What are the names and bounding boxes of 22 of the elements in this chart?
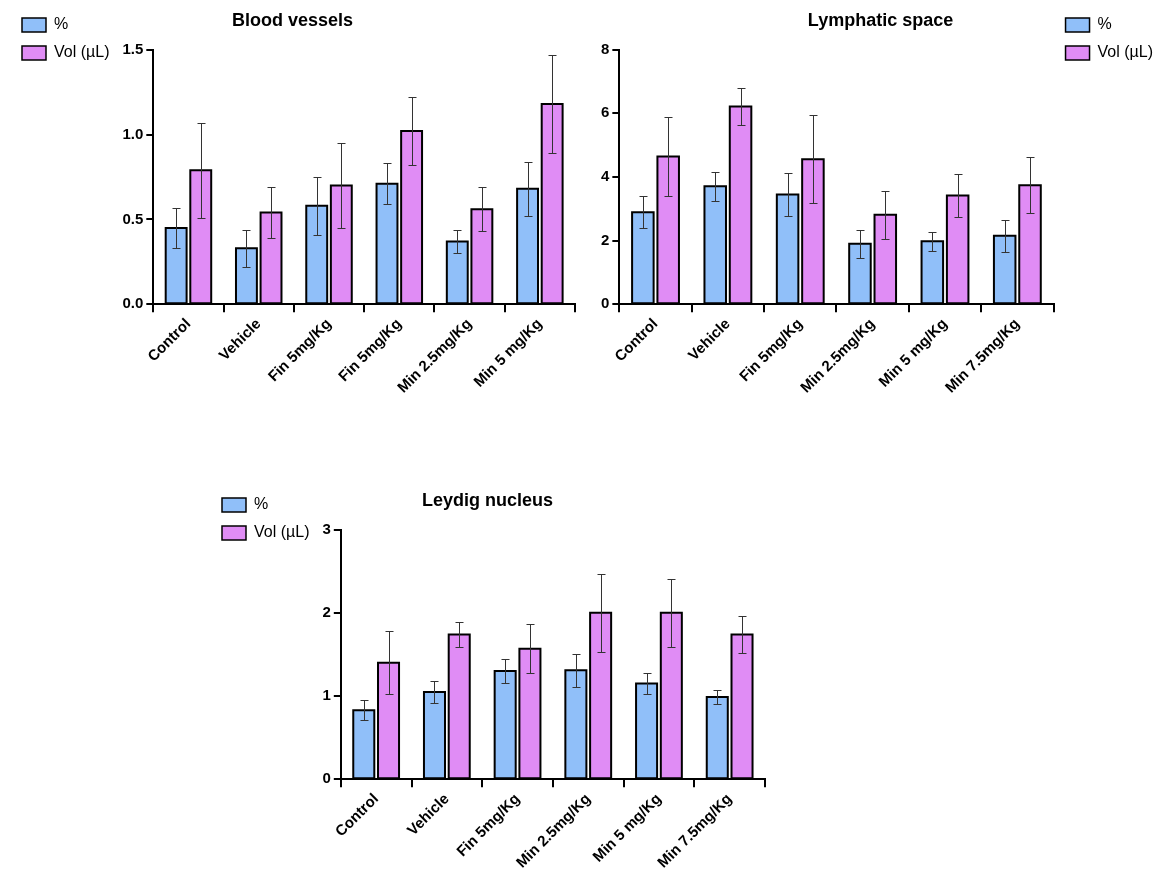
y-tick-label: 2 [601, 230, 610, 248]
y-tick-label: 0.5 [122, 209, 144, 227]
chart-title: Lymphatic space [807, 9, 954, 30]
y-tick-label: 0.0 [122, 294, 144, 312]
legend-label: % [54, 15, 69, 33]
legend-label: Vol (µL) [54, 43, 110, 61]
chart-title: Leydig nucleus [421, 489, 554, 510]
y-tick-label: 4 [601, 167, 610, 185]
y-tick-label: 2 [322, 602, 331, 620]
y-tick-label: 8 [601, 39, 610, 57]
y-tick-label: 1.5 [122, 39, 144, 57]
y-tick-label: 0 [601, 294, 610, 312]
chart-title: Blood vessels [231, 9, 354, 30]
y-tick-label: 0 [322, 769, 331, 787]
y-tick-label: 6 [601, 103, 610, 121]
y-tick-label: 1.0 [122, 124, 144, 142]
legend-label: Vol (µL) [254, 523, 310, 541]
y-tick-label: 3 [322, 519, 331, 537]
legend-label: % [1097, 15, 1112, 33]
legend-label: Vol (µL) [1097, 43, 1154, 61]
legend-label: % [254, 495, 269, 513]
y-tick-label: 1 [322, 686, 331, 704]
